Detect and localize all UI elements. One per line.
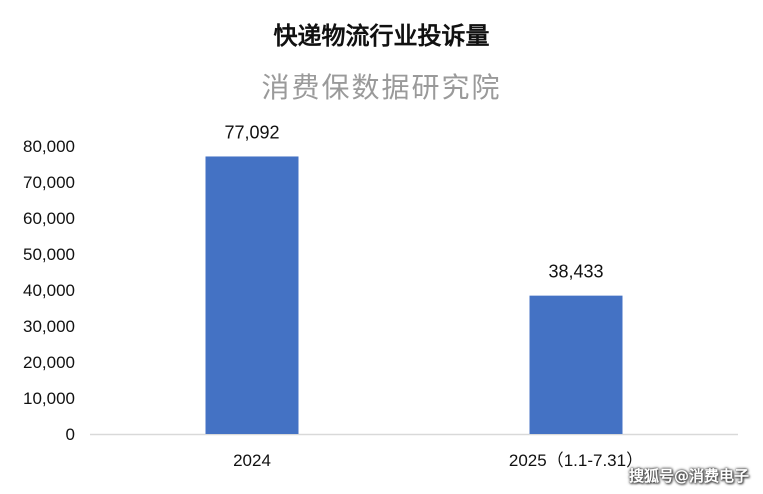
y-tick-label: 0 [66,425,75,444]
chart-title: 快递物流行业投诉量 [273,22,490,50]
watermark: 搜狐号@消费电子 [628,467,749,485]
y-tick-label: 30,000 [23,317,75,336]
x-tick-label: 2024 [233,451,271,470]
y-tick-label: 40,000 [23,281,75,300]
chart-subtitle: 消费保数据研究院 [261,71,502,104]
y-tick-label: 20,000 [23,353,75,372]
bar [205,156,299,434]
bar [529,295,623,434]
y-tick-label: 50,000 [23,245,75,264]
y-tick-label: 60,000 [23,209,75,228]
data-label: 38,433 [548,262,603,282]
y-tick-label: 70,000 [23,173,75,192]
x-tick-label: 2025（1.1-7.31） [509,451,643,470]
y-tick-label: 80,000 [23,137,75,156]
y-tick-label: 10,000 [23,389,75,408]
data-label: 77,092 [224,122,279,142]
